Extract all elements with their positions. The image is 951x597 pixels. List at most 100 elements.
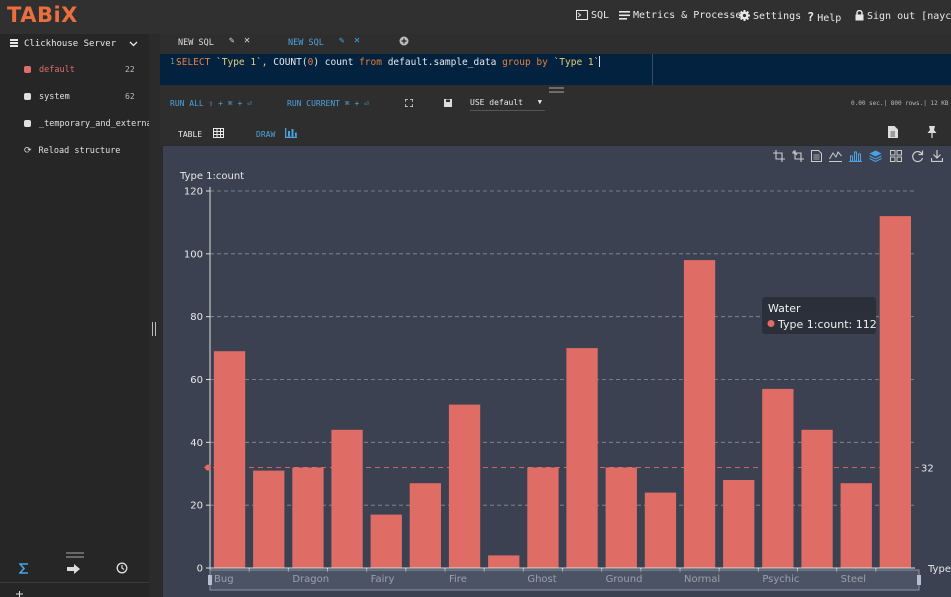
tab-table-label: TABLE (178, 130, 203, 139)
top-bar (0, 0, 951, 34)
tab-draw[interactable]: DRAW (256, 128, 298, 139)
nav-help[interactable]: ? Help (807, 10, 841, 24)
line-number: 1 ▾ (170, 57, 181, 66)
stack-icon[interactable] (869, 150, 882, 162)
slider-track[interactable] (209, 569, 920, 591)
bar-fighting[interactable] (409, 483, 441, 568)
restore-icon[interactable] (911, 150, 924, 163)
nav-settings-label: Settings (753, 11, 802, 22)
bar-poison[interactable] (723, 480, 755, 568)
server-icon (10, 39, 18, 47)
nav-signout[interactable]: Sign out [nayco] (855, 9, 951, 22)
bar-steel[interactable] (840, 483, 872, 568)
fullscreen-icon[interactable] (405, 99, 413, 107)
bar-psychic[interactable] (762, 388, 794, 568)
bar-water[interactable] (879, 216, 911, 568)
sigma-icon[interactable] (19, 563, 29, 574)
chevron-down-icon[interactable] (129, 41, 138, 47)
reload-label: Reload structure (38, 146, 121, 156)
nav-sql[interactable]: SQL (576, 10, 609, 21)
nav-metrics[interactable]: Metrics & Processes (619, 10, 747, 21)
bar-electric[interactable] (331, 429, 363, 568)
slider-handle-right[interactable] (917, 575, 921, 585)
gear-icon (739, 10, 750, 21)
edit-icon[interactable]: ✎ (339, 36, 345, 46)
lock-icon (855, 9, 864, 21)
bar-bug[interactable] (213, 351, 246, 568)
value-marker-label: 32 (921, 463, 934, 474)
sidebar-item-temporary[interactable]: _temporary_and_external (24, 119, 157, 129)
splitter-grip[interactable] (155, 322, 156, 336)
y-axis-title: Type 1:count (179, 171, 244, 182)
tab-table[interactable]: TABLE (178, 128, 224, 139)
server-label: Clickhouse Server (24, 39, 117, 49)
sql-identifier: `Type 1`, (210, 57, 274, 68)
bar-dark[interactable] (253, 470, 285, 568)
sidebar-item-default[interactable]: default 22 (24, 65, 136, 75)
export-file-icon[interactable] (888, 126, 898, 138)
y-tick-label: 100 (184, 249, 203, 260)
zoom-reset-icon[interactable] (792, 150, 804, 162)
database-icon (24, 120, 31, 127)
history-icon[interactable] (116, 562, 128, 574)
tiled-icon[interactable] (890, 150, 902, 162)
plus-icon[interactable] (16, 591, 23, 597)
data-zoom-slider[interactable] (208, 569, 921, 591)
text-cursor (599, 56, 601, 67)
sidebar-divider (0, 582, 149, 583)
table-count: 62 (125, 92, 135, 101)
database-select[interactable]: USE default ▼ (470, 98, 545, 111)
caret-down-icon: ▼ (537, 98, 542, 106)
bar-ground[interactable] (605, 467, 637, 569)
splitter[interactable] (149, 34, 160, 597)
close-icon[interactable]: ✕ (244, 35, 251, 46)
tab-new-sql-2[interactable]: NEW SQL (288, 38, 324, 48)
sidebar-item-label: default (39, 65, 75, 75)
drag-handle-icon[interactable] (66, 552, 84, 558)
splitter-grip[interactable] (152, 322, 153, 336)
x-axis-title: Type (927, 564, 951, 575)
slider-handle-left[interactable] (208, 575, 212, 585)
server-header[interactable]: Clickhouse Server (10, 39, 116, 49)
table-count: 22 (125, 65, 135, 74)
sidebar-item-label: _temporary_and_external (39, 119, 157, 129)
bar-flying[interactable] (488, 555, 520, 568)
bar-ghost[interactable] (527, 467, 559, 569)
edit-icon[interactable]: ✎ (229, 36, 235, 46)
run-current-button[interactable]: RUN CURRENT ⌘ + ⏎ (287, 99, 369, 108)
save-icon[interactable] (444, 99, 452, 107)
arrow-right-icon[interactable] (67, 564, 80, 574)
bar-fire[interactable] (448, 404, 481, 568)
list-icon (619, 11, 630, 20)
app-logo[interactable]: TABiX (7, 3, 78, 27)
terminal-icon (576, 10, 588, 20)
data-view-icon[interactable] (811, 150, 822, 162)
close-icon[interactable]: ✕ (354, 35, 361, 46)
zoom-area-icon[interactable] (773, 150, 785, 162)
sql-editor[interactable] (160, 54, 951, 85)
tooltip-box (762, 297, 876, 334)
bar-normal[interactable] (683, 260, 716, 568)
resize-handle-icon[interactable] (549, 87, 564, 93)
bar-chart-type-icon[interactable] (849, 150, 862, 162)
pin-icon[interactable] (927, 126, 937, 138)
run-all-label: RUN ALL (170, 99, 204, 108)
reload-structure[interactable]: ⟳ Reload structure (24, 146, 120, 156)
add-tab-icon[interactable] (399, 36, 409, 46)
tab-new-sql-1[interactable]: NEW SQL (178, 38, 214, 48)
sql-table: default.sample_data (381, 57, 503, 68)
sql-code-line[interactable]: SELECT `Type 1`, COUNT(0) count from def… (176, 56, 601, 68)
bar-ice[interactable] (644, 492, 677, 568)
bar-rock[interactable] (801, 429, 833, 568)
bar-fairy[interactable] (370, 514, 402, 568)
sql-function: COUNT( (273, 57, 308, 68)
line-chart-icon[interactable] (829, 150, 842, 162)
bar-grass[interactable] (566, 348, 598, 568)
download-icon[interactable] (931, 150, 943, 162)
nav-settings[interactable]: Settings (739, 10, 801, 22)
bar-dragon[interactable] (292, 467, 324, 569)
sidebar-item-system[interactable]: system 62 (24, 92, 136, 102)
bar-chart: Type 1:count 020406080100120BugDragonFai… (179, 171, 951, 591)
grid-table-icon (212, 128, 224, 138)
run-all-button[interactable]: RUN ALL ⇧ + ⌘ + ⏎ (170, 99, 252, 108)
